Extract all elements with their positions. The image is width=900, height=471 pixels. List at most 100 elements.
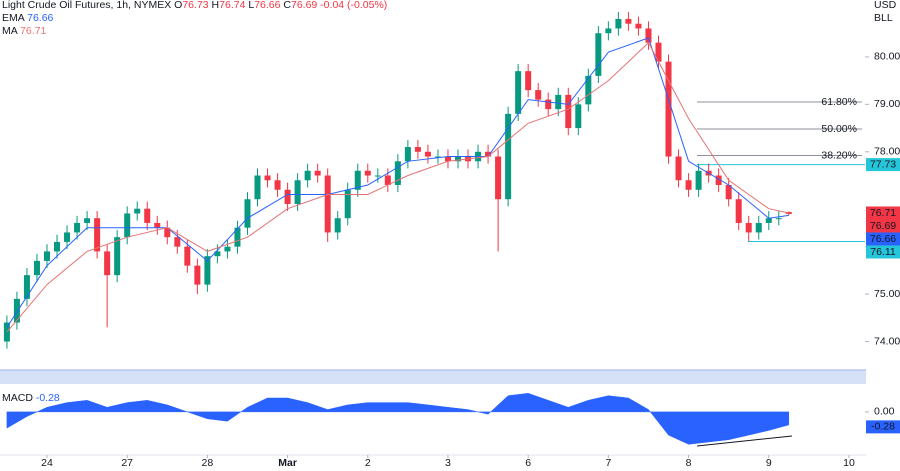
- candle-body: [444, 156, 451, 162]
- y-tick-label: 75.00: [874, 288, 900, 300]
- candle-body: [364, 170, 371, 176]
- macd-area: [6, 393, 790, 445]
- candle-body: [495, 156, 502, 200]
- candle-body: [725, 185, 732, 200]
- candle-body: [505, 113, 512, 200]
- fib-label: 50.00%: [821, 123, 857, 135]
- ohlc-value: 76.73: [182, 0, 208, 11]
- candle-body: [224, 246, 231, 252]
- candle-body: [695, 170, 702, 190]
- ohlc-letter: O: [174, 0, 182, 11]
- candle-body: [665, 61, 672, 157]
- x-tick-label: 24: [41, 457, 53, 469]
- candle-body: [33, 260, 40, 276]
- axis-label-box: [866, 206, 900, 220]
- candle-body: [404, 147, 411, 162]
- candle-body: [344, 189, 351, 219]
- candle-body: [184, 246, 191, 266]
- candle-body: [194, 265, 201, 285]
- candle-body: [595, 33, 602, 76]
- candle-body: [114, 237, 121, 276]
- candle-body: [414, 147, 421, 152]
- candle-body: [314, 170, 321, 176]
- candle-body: [164, 227, 171, 238]
- candle-body: [655, 42, 662, 62]
- candle-body: [294, 180, 301, 204]
- x-tick-label: 3: [445, 457, 451, 469]
- x-tick-label: 9: [766, 457, 772, 469]
- axis-label: 76.11: [870, 246, 896, 258]
- legend-macd: MACD -0.28: [2, 392, 60, 404]
- candle-body: [715, 175, 722, 185]
- ohlc-value: 76.74: [219, 0, 245, 11]
- candle-body: [755, 222, 762, 233]
- candle-body: [434, 156, 441, 158]
- candle-body: [675, 156, 682, 181]
- candle-body: [394, 161, 401, 185]
- macd-tick-label: 0.00: [874, 406, 895, 418]
- candle-body: [615, 18, 622, 29]
- legend-name: MACD: [2, 392, 33, 404]
- candle-body: [174, 237, 181, 247]
- axis-label-box: [866, 219, 900, 233]
- candle-body: [204, 256, 211, 285]
- candle-body: [525, 71, 532, 91]
- candle-body: [234, 227, 241, 247]
- candle-body: [785, 212, 792, 214]
- candle-body: [575, 104, 582, 129]
- candle-body: [384, 175, 391, 185]
- legend-name: EMA: [2, 12, 25, 24]
- legend-value: 76.71: [20, 25, 46, 37]
- line-series: [6, 41, 789, 333]
- candle-body: [23, 275, 30, 299]
- x-tick-label: 7: [605, 457, 611, 469]
- legend-ema: EMA 76.66: [2, 12, 54, 24]
- legend-name: MA: [2, 25, 18, 37]
- axis-label: 77.73: [870, 158, 896, 170]
- candle-body: [585, 75, 592, 105]
- candle-body: [635, 23, 642, 29]
- candle-body: [264, 175, 271, 181]
- axis-label: 76.71: [870, 207, 896, 219]
- axis-label-box: [866, 245, 900, 259]
- axis-label: -0.28: [871, 421, 895, 433]
- candle-body: [54, 241, 61, 252]
- title: Light Crude Oil Futures, 1h, NYMEX: [2, 0, 171, 11]
- ohlc-letter: C: [283, 0, 291, 11]
- candle-body: [74, 222, 81, 233]
- axis-label-box: [866, 420, 900, 434]
- candle-body: [144, 208, 151, 223]
- legend-value: 76.66: [27, 12, 53, 24]
- unit: BLL: [874, 12, 893, 24]
- candle-body: [334, 218, 341, 233]
- x-tick-label: 27: [121, 457, 133, 469]
- candle-body: [124, 213, 131, 238]
- legend-value: -0.28: [36, 392, 60, 404]
- x-tick-label: 28: [202, 457, 214, 469]
- x-tick-label: 10: [843, 457, 855, 469]
- axis-label: 76.69: [870, 220, 896, 232]
- axis-label-box: [866, 232, 900, 246]
- ohlc-letter: L: [248, 0, 254, 11]
- pane-separator: [0, 370, 866, 384]
- candle-body: [535, 90, 542, 100]
- candle-body: [424, 151, 431, 157]
- candle-body: [13, 298, 20, 323]
- candle-body: [625, 18, 632, 24]
- candle-body: [454, 156, 462, 162]
- candle-body: [515, 71, 522, 114]
- ohlc-letter: H: [212, 0, 220, 11]
- candle-body: [735, 199, 742, 223]
- y-tick-label: 78.00: [874, 146, 900, 158]
- fib-label: 61.80%: [821, 96, 857, 108]
- candle-body: [284, 189, 291, 204]
- candle-body: [545, 99, 552, 110]
- candle-body: [214, 251, 221, 257]
- candle-body: [324, 175, 331, 233]
- candle-body: [745, 222, 752, 233]
- candle-body: [685, 180, 692, 190]
- candle-body: [304, 170, 311, 181]
- x-tick-label: 2: [365, 457, 371, 469]
- x-tick-label: 6: [525, 457, 531, 469]
